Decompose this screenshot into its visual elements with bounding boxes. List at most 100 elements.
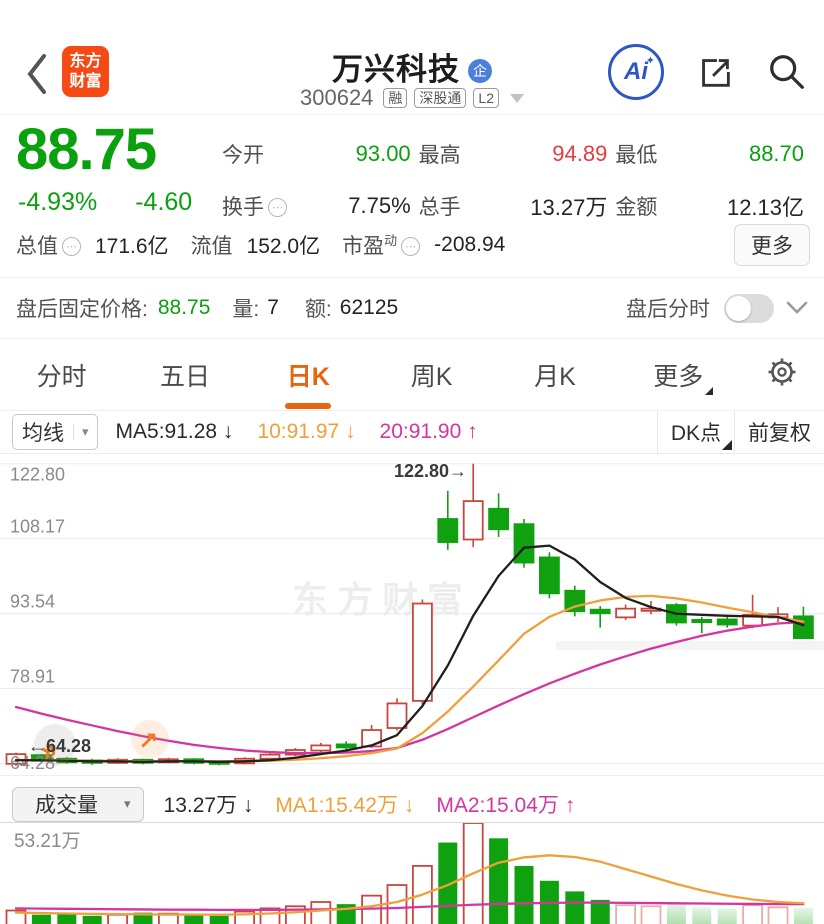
forward-adjust-button[interactable]: 前复权 — [734, 411, 824, 453]
eastmoney-logo[interactable]: 东方 财富 — [62, 46, 109, 97]
tab-wuri[interactable]: 五日 — [159, 362, 210, 391]
afterhours-vol-label: 量: — [232, 298, 260, 321]
back-button[interactable] — [22, 50, 52, 98]
logo-line2: 财富 — [69, 72, 102, 90]
tab-weekly-k[interactable]: 周K — [410, 362, 453, 391]
candle-body — [335, 743, 357, 749]
float-cap: 152.0亿 — [246, 235, 321, 258]
volume-bar — [82, 915, 102, 924]
volume-bar — [742, 904, 763, 924]
afterhours-amt: 62125 — [339, 296, 399, 319]
y-axis-label: 108.17 — [10, 517, 65, 537]
volume-bar — [615, 904, 636, 924]
vol-ma2-line — [14, 901, 805, 912]
volume-bar — [489, 838, 509, 924]
dk-point-button[interactable]: DK点 — [656, 411, 734, 453]
corner-triangle-icon — [722, 440, 732, 450]
volume-bar — [767, 906, 789, 924]
ai-label: Ai — [624, 58, 648, 85]
candle-body — [361, 729, 383, 748]
chart-settings-button[interactable] — [740, 356, 824, 393]
change-absolute: -4.60 — [135, 188, 193, 216]
afterhours-label: 盘后固定价格: — [16, 298, 148, 321]
header-icons: Ai ✦ — [608, 44, 808, 100]
ma5-value: MA5:91.28 ↓ — [115, 420, 234, 443]
stock-meta[interactable]: 300624 融 深股通 L2 — [150, 85, 674, 111]
afterhours-price: 88.75 — [157, 296, 211, 319]
afterhours-toggle[interactable] — [724, 293, 774, 323]
quote-stats-row3: 总值 ⋯ 171.6亿 流值 152.0亿 市盈动 ⋯ -208.94 — [16, 230, 505, 260]
afterhours-chart-label: 盘后分时 — [626, 298, 710, 321]
volume-indicator-dropdown[interactable]: 成交量 ▾ — [12, 786, 144, 822]
candle-body — [437, 518, 459, 543]
volume-bar — [184, 914, 204, 924]
tab-daily-k[interactable]: 日K — [247, 357, 370, 393]
volume-axis-max: 53.21万 — [14, 831, 81, 852]
total-cap: 171.6亿 — [95, 235, 169, 258]
ma10-value: 10:91.97 ↓ — [257, 420, 356, 443]
vol-ma1-line — [14, 854, 805, 916]
y-axis-label: 78.91 — [10, 667, 55, 687]
marker-circle — [34, 724, 76, 766]
low-annotation: ←64.28 — [28, 736, 91, 756]
afterhours-amt-label: 额: — [304, 298, 332, 321]
change-row: -4.93% -4.60 — [18, 188, 192, 217]
caret-down-icon: ▾ — [73, 424, 97, 440]
y-axis-label: 93.54 — [10, 592, 55, 612]
tab-fenshi[interactable]: 分时 — [36, 362, 87, 391]
toggle-knob — [726, 295, 751, 321]
volume-bar — [361, 894, 383, 924]
volume-bar — [386, 884, 408, 924]
tab-more[interactable]: 更多 — [617, 357, 740, 395]
volume-bar — [133, 912, 153, 924]
volume-chart[interactable]: 53.21万 — [0, 822, 824, 924]
header-divider — [0, 114, 824, 115]
corner-triangle-icon — [705, 386, 714, 395]
volume-ma1: MA1:15.42万 ↓ — [275, 794, 415, 817]
volume-canvas — [5, 822, 813, 924]
more-stats-button[interactable]: 更多 — [734, 224, 810, 266]
search-icon[interactable] — [766, 51, 808, 93]
ma5-line — [14, 544, 805, 763]
sparkle-icon: ✦ — [645, 55, 655, 67]
period-tabs: 分时 五日 日K 周K 月K 更多 — [0, 339, 824, 410]
candle-body — [462, 500, 484, 541]
volume-bar — [57, 913, 77, 924]
candle-body — [716, 618, 738, 626]
y-axis-label: 122.80 — [10, 465, 65, 485]
info-icon[interactable]: ⋯ — [401, 237, 421, 256]
ai-assistant-button[interactable]: Ai ✦ — [608, 44, 664, 100]
enterprise-badge[interactable]: 企 — [468, 59, 492, 83]
indicator-bar: 均线 ▾ MA5:91.28 ↓ 10:91.97 ↓ 20:91.90 ↑ D… — [0, 410, 824, 454]
volume-bar — [310, 901, 332, 924]
share-icon[interactable] — [694, 51, 736, 93]
szconnect-tag: 深股通 — [414, 88, 467, 108]
quote-stats: 今开 93.00 最高 94.89 最低 88.70 换手 ⋯ 7.75% 总手 … — [222, 128, 812, 232]
stock-code: 300624 — [300, 85, 374, 110]
stat-amount: 金额 12.13亿 — [615, 195, 805, 220]
ma-indicator-dropdown[interactable]: 均线 ▾ — [12, 414, 98, 450]
candle-body — [539, 556, 560, 595]
volume-bar — [438, 842, 458, 924]
stat-turnover: 换手 ⋯ 7.75% — [222, 193, 411, 219]
info-icon[interactable]: ⋯ — [62, 237, 81, 256]
volume-bar — [5, 909, 27, 924]
info-icon[interactable]: ⋯ — [268, 198, 287, 217]
change-percent: -4.93% — [18, 188, 98, 216]
y-axis-label: 64.28 — [10, 753, 55, 773]
volume-bar — [31, 914, 51, 924]
chevron-down-icon[interactable] — [786, 301, 808, 315]
tab-monthly-k[interactable]: 月K — [534, 362, 576, 391]
stock-title: 万兴科技 — [332, 52, 460, 87]
volume-current: 13.27万 ↓ — [163, 794, 254, 817]
candle-body — [488, 507, 510, 531]
candle-body — [259, 753, 281, 760]
kline-chart[interactable]: 东方财富 122.80 108.17 93.54 78.91 64.28» ↗ 122.80… — [0, 453, 824, 776]
title-row: 万兴科技企 — [150, 44, 674, 89]
stat-high: 最高 94.89 — [418, 141, 608, 167]
candle-body — [411, 602, 433, 702]
volume-bar — [692, 907, 712, 924]
volume-bar — [717, 908, 737, 924]
pe-ratio: -208.94 — [434, 233, 506, 256]
volume-ma2: MA2:15.04万 ↑ — [436, 794, 576, 817]
